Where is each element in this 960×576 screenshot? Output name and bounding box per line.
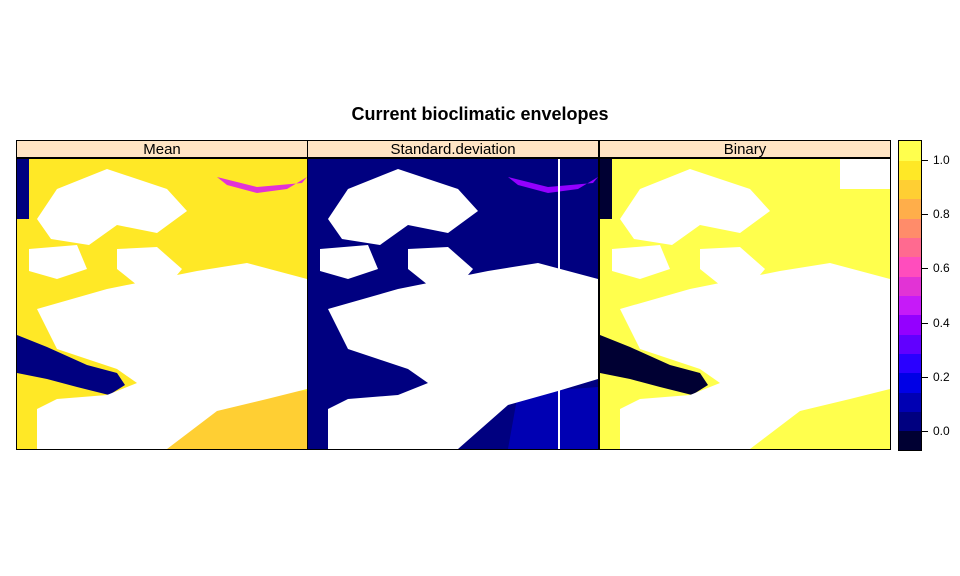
color-key-segment [899,160,921,181]
color-key-tick [922,323,928,324]
north-edge-mean [217,177,307,193]
panel-binary [599,158,891,450]
land-ireland-mean [29,245,87,279]
color-key-segment [899,411,921,432]
color-key-segment [899,430,921,450]
land-scandinavia-sd [328,169,478,245]
color-key-segment [899,198,921,219]
med-sd [508,387,598,449]
land-continent-sd [328,263,598,449]
color-key-tick-label: 0.6 [933,261,950,276]
map-mean [17,159,307,449]
color-key-segment [899,295,921,316]
color-key [898,140,922,451]
color-key-segment [899,334,921,354]
land-britain-mean [117,247,182,287]
panel-mean [16,158,308,450]
land-britain-sd [408,247,473,287]
color-key-segment [899,372,921,393]
land-north-binary [840,159,890,189]
west-zero-binary [600,159,612,219]
color-key-tick [922,160,928,161]
color-key-tick [922,431,928,432]
land-ireland-binary [612,245,670,279]
biscay-low-mean [17,335,125,395]
color-key-tick-label: 0.8 [933,207,950,222]
biscay-zero-binary [600,335,708,395]
color-key-tick [922,268,928,269]
strip-standard-deviation: Standard.deviation [307,140,599,158]
color-key-segment [899,392,921,412]
color-key-segment [899,276,921,296]
chart-title: Current bioclimatic envelopes [351,104,609,124]
land-continent-binary [620,263,890,449]
panel-standard-deviation [307,158,599,450]
color-key-segment [899,141,921,161]
color-key-tick [922,377,928,378]
west-low-mean [17,159,29,219]
land-scandinavia-mean [37,169,187,245]
land-continent-mean [37,263,307,449]
color-key-tick-label: 0.2 [933,369,950,384]
color-key-segment [899,218,921,239]
land-scandinavia-binary [620,169,770,245]
color-key-segment [899,314,921,335]
color-key-segment [899,256,921,277]
color-key-tick [922,214,928,215]
strip-binary: Binary [599,140,891,158]
map-binary [600,159,890,449]
color-key-tick-label: 1.0 [933,152,950,167]
land-britain-binary [700,247,765,287]
color-key-tick-label: 0.4 [933,315,950,330]
color-key-segment [899,353,921,374]
color-key-tick-label: 0.0 [933,424,950,439]
color-key-segment [899,179,921,200]
map-standard-deviation [308,159,598,449]
color-key-segment [899,237,921,258]
land-ireland-sd [320,245,378,279]
north-edge-sd [508,177,598,193]
strip-mean: Mean [16,140,308,158]
med-mean [167,391,307,449]
